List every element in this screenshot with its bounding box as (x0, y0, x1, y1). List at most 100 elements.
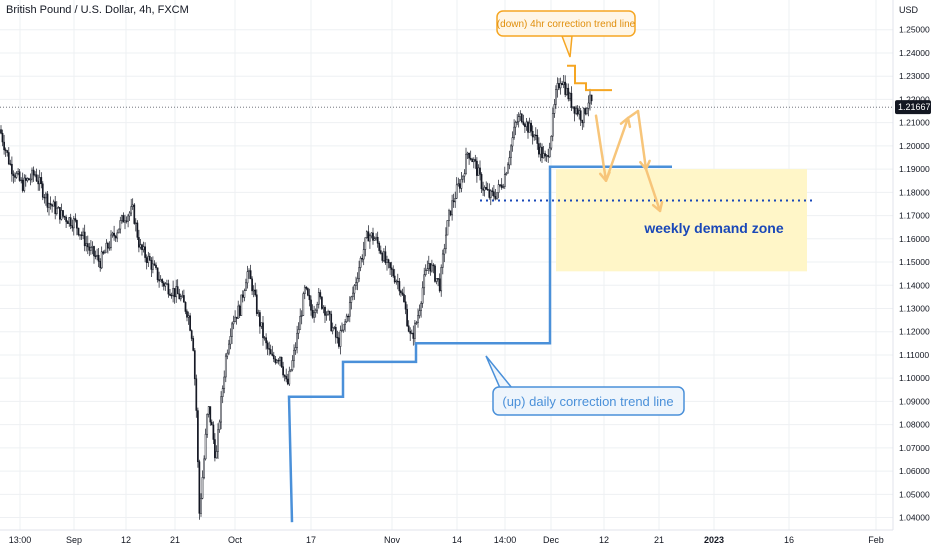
candle-body (587, 102, 590, 109)
candle-body (286, 378, 289, 385)
candle-body (93, 246, 95, 257)
demand-zone (556, 169, 807, 272)
candle-body (77, 227, 80, 236)
candle-body (372, 232, 374, 241)
price-tick-label: 1.22000 (899, 94, 930, 104)
candle-body (555, 89, 557, 105)
candle-body (448, 210, 450, 221)
candle-body (562, 81, 565, 85)
candle-body (28, 178, 30, 181)
orange-callout-box (496, 10, 636, 37)
candle-body (59, 207, 61, 220)
candle-body (243, 290, 246, 298)
candle-body (367, 231, 370, 242)
candle-body (201, 477, 204, 499)
candle-body (454, 198, 457, 203)
candle-body (108, 247, 111, 249)
candle-body (438, 278, 441, 292)
candle-body (156, 267, 159, 280)
candle-body (90, 247, 92, 251)
candle-body (80, 234, 83, 236)
candle-body (65, 216, 67, 222)
candle-body (452, 200, 455, 203)
candle-body (446, 220, 449, 236)
candle-body (338, 337, 340, 347)
candle-body (276, 360, 278, 363)
candle-body (511, 137, 514, 147)
candle-body (11, 163, 13, 175)
demand-zone-label: weekly demand zone (643, 220, 783, 236)
candle-body (279, 356, 281, 361)
candle-body (553, 104, 556, 114)
candle-body (145, 257, 148, 263)
candle-body (569, 93, 571, 100)
candle-body (45, 193, 47, 199)
forecast-segment (604, 116, 630, 182)
candle-body (94, 255, 97, 257)
candle-body (477, 167, 480, 176)
candle-body (344, 321, 346, 325)
candle-body (254, 289, 257, 296)
candle-body (43, 196, 46, 199)
candle-body (40, 177, 43, 185)
blue-callout-box (492, 386, 685, 416)
candle-body (565, 87, 568, 95)
candle-body (3, 141, 5, 151)
time-axis[interactable]: 13:00 Sep 12 21 Oct 17 Nov 14 14:00 Dec 12 21 2023 16… (9, 535, 884, 545)
candle-body (31, 169, 33, 180)
candle-body (285, 376, 288, 380)
candle-body (204, 433, 207, 460)
price-tick-label: 1.21000 (899, 118, 930, 128)
candle-body (418, 310, 421, 316)
candle-body (384, 251, 387, 263)
candle-body (493, 191, 495, 197)
candle-body (102, 251, 105, 254)
candle-body (582, 108, 585, 124)
candle-body (350, 296, 353, 303)
candle-body (451, 200, 453, 216)
candle-body (358, 267, 360, 279)
candle-body (35, 174, 38, 182)
candle-body (322, 307, 325, 309)
candle-body (494, 196, 497, 199)
candle-body (200, 498, 202, 514)
candle-body (229, 336, 232, 345)
candle-body (12, 173, 15, 176)
candle-body (564, 81, 567, 95)
blue-callout: (up) daily correction trend line (485, 355, 685, 416)
candle-body (369, 235, 371, 242)
candle-body (252, 289, 255, 292)
candle-body (352, 292, 354, 298)
candle-body (207, 406, 210, 415)
candle-body (272, 355, 275, 360)
candle-body (310, 299, 312, 311)
candle-body (97, 254, 100, 262)
price-tick-label: 1.04000 (899, 513, 930, 523)
candle-body (141, 244, 143, 250)
time-tick-label: 12 (599, 535, 609, 545)
candle-body (420, 303, 422, 311)
candle-body (383, 251, 385, 261)
candle-body (100, 251, 103, 269)
candle-body (307, 288, 309, 296)
candle-body (164, 283, 167, 287)
candle-body (429, 263, 432, 272)
candle-body (265, 337, 267, 344)
candle-body (66, 221, 69, 224)
candle-body (398, 281, 401, 292)
candle-body (18, 171, 21, 181)
candle-body (235, 316, 238, 319)
candle-body (34, 174, 36, 176)
candle-body (96, 254, 98, 257)
candle-body (403, 294, 405, 303)
candle-body (590, 94, 593, 102)
candle-body (212, 424, 215, 440)
candle-body (63, 215, 66, 218)
price-axis[interactable]: 1.25000 1.24000 1.23000 1.22000 1.21000 1.200… (899, 25, 930, 523)
candle-body (547, 155, 550, 158)
candle-body (342, 324, 345, 331)
candle-body (231, 323, 233, 337)
candle-body (401, 292, 404, 295)
